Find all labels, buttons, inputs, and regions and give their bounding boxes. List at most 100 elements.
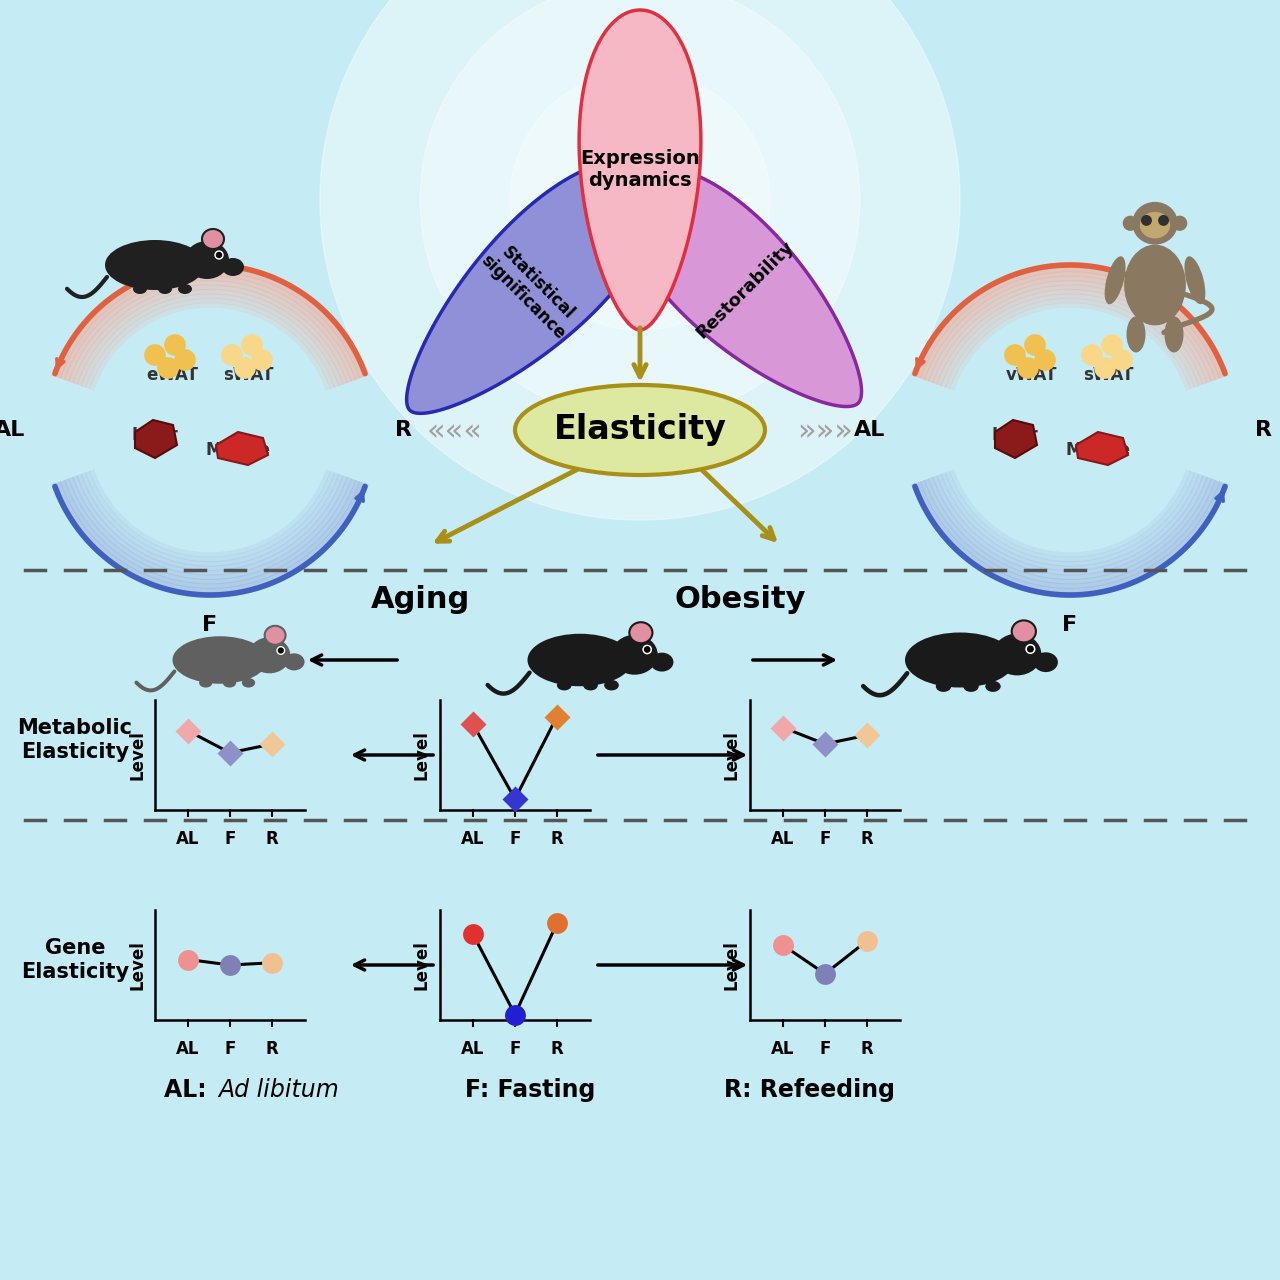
Ellipse shape [650, 653, 673, 672]
Ellipse shape [105, 241, 205, 291]
Text: R: R [396, 420, 412, 440]
Ellipse shape [936, 681, 951, 692]
Circle shape [1112, 349, 1132, 370]
Text: F: F [509, 829, 521, 847]
Text: F: F [819, 829, 831, 847]
Ellipse shape [223, 678, 236, 687]
Circle shape [645, 646, 650, 652]
Circle shape [236, 358, 255, 378]
Circle shape [165, 335, 186, 355]
Text: AL: AL [854, 420, 884, 440]
Ellipse shape [515, 385, 765, 475]
Text: AL: AL [177, 1039, 200, 1059]
Text: Muscle: Muscle [206, 442, 270, 460]
Ellipse shape [993, 634, 1042, 676]
Text: R: R [860, 829, 873, 847]
Ellipse shape [1105, 256, 1125, 305]
Text: R: R [860, 1039, 873, 1059]
Text: «««: ««« [428, 417, 483, 447]
Ellipse shape [1172, 215, 1188, 230]
Text: AL: AL [461, 829, 485, 847]
Circle shape [1082, 346, 1102, 365]
Circle shape [1102, 335, 1123, 355]
Text: R: R [550, 829, 563, 847]
Text: R: Refeeding: R: Refeeding [724, 1078, 896, 1102]
Ellipse shape [178, 284, 192, 294]
Text: AL:: AL: [164, 1078, 215, 1102]
Text: R: R [266, 829, 278, 847]
Circle shape [145, 346, 165, 365]
Ellipse shape [964, 681, 979, 692]
Polygon shape [216, 431, 268, 465]
Text: R: R [1254, 420, 1272, 440]
Text: Level: Level [128, 940, 146, 989]
Text: Liver: Liver [992, 426, 1038, 444]
Circle shape [1028, 646, 1033, 652]
Text: Metabolic
Elasticity: Metabolic Elasticity [18, 718, 133, 762]
Ellipse shape [200, 678, 212, 687]
Ellipse shape [157, 284, 172, 294]
Circle shape [1018, 358, 1038, 378]
Ellipse shape [1165, 316, 1184, 352]
Circle shape [1142, 215, 1151, 225]
Text: Gene
Elasticity: Gene Elasticity [20, 938, 129, 982]
Ellipse shape [133, 284, 147, 294]
Text: AL: AL [0, 420, 26, 440]
Text: Statistical
significance: Statistical significance [477, 237, 584, 343]
Circle shape [157, 358, 178, 378]
Ellipse shape [284, 653, 305, 671]
Text: AL: AL [177, 829, 200, 847]
Ellipse shape [242, 678, 255, 687]
Text: AL: AL [461, 1039, 485, 1059]
Text: Ad libitum: Ad libitum [218, 1078, 339, 1102]
Text: Level: Level [723, 730, 741, 780]
Ellipse shape [1123, 215, 1138, 230]
Polygon shape [995, 420, 1037, 458]
Circle shape [252, 349, 273, 370]
Ellipse shape [604, 680, 618, 690]
Text: F: F [1062, 614, 1078, 635]
Polygon shape [579, 10, 701, 330]
Ellipse shape [221, 259, 244, 276]
Ellipse shape [1184, 256, 1206, 305]
Text: F: Fasting: F: Fasting [465, 1078, 595, 1102]
Circle shape [276, 646, 284, 654]
Ellipse shape [557, 680, 572, 690]
Text: Level: Level [128, 730, 146, 780]
Circle shape [1025, 335, 1044, 355]
Circle shape [320, 0, 960, 520]
Text: F: F [819, 1039, 831, 1059]
Circle shape [1094, 358, 1115, 378]
Circle shape [221, 346, 242, 365]
Text: AL: AL [772, 829, 795, 847]
Text: Restorability: Restorability [692, 238, 797, 342]
Text: »»»: »»» [797, 417, 852, 447]
Circle shape [279, 648, 283, 653]
Text: sWAT: sWAT [1083, 366, 1133, 384]
Text: sWAT: sWAT [223, 366, 273, 384]
Ellipse shape [1126, 316, 1146, 352]
Text: vWAT: vWAT [1006, 366, 1057, 384]
Text: Aging: Aging [370, 585, 470, 614]
Ellipse shape [202, 229, 224, 250]
Text: Liver: Liver [132, 426, 178, 444]
Circle shape [1036, 349, 1055, 370]
Text: R: R [266, 1039, 278, 1059]
Text: Elasticity: Elasticity [553, 413, 727, 447]
Text: Level: Level [413, 730, 431, 780]
Ellipse shape [1011, 621, 1036, 643]
Text: Expression
dynamics: Expression dynamics [580, 150, 700, 191]
Polygon shape [622, 166, 861, 407]
Ellipse shape [905, 632, 1015, 687]
Ellipse shape [986, 681, 1001, 692]
Circle shape [509, 70, 771, 330]
Ellipse shape [1124, 244, 1185, 325]
Circle shape [175, 349, 195, 370]
Circle shape [242, 335, 262, 355]
Polygon shape [134, 420, 177, 458]
Text: Level: Level [723, 940, 741, 989]
Polygon shape [407, 160, 659, 413]
Text: Level: Level [413, 940, 431, 989]
Circle shape [1158, 215, 1169, 225]
Circle shape [420, 0, 860, 420]
